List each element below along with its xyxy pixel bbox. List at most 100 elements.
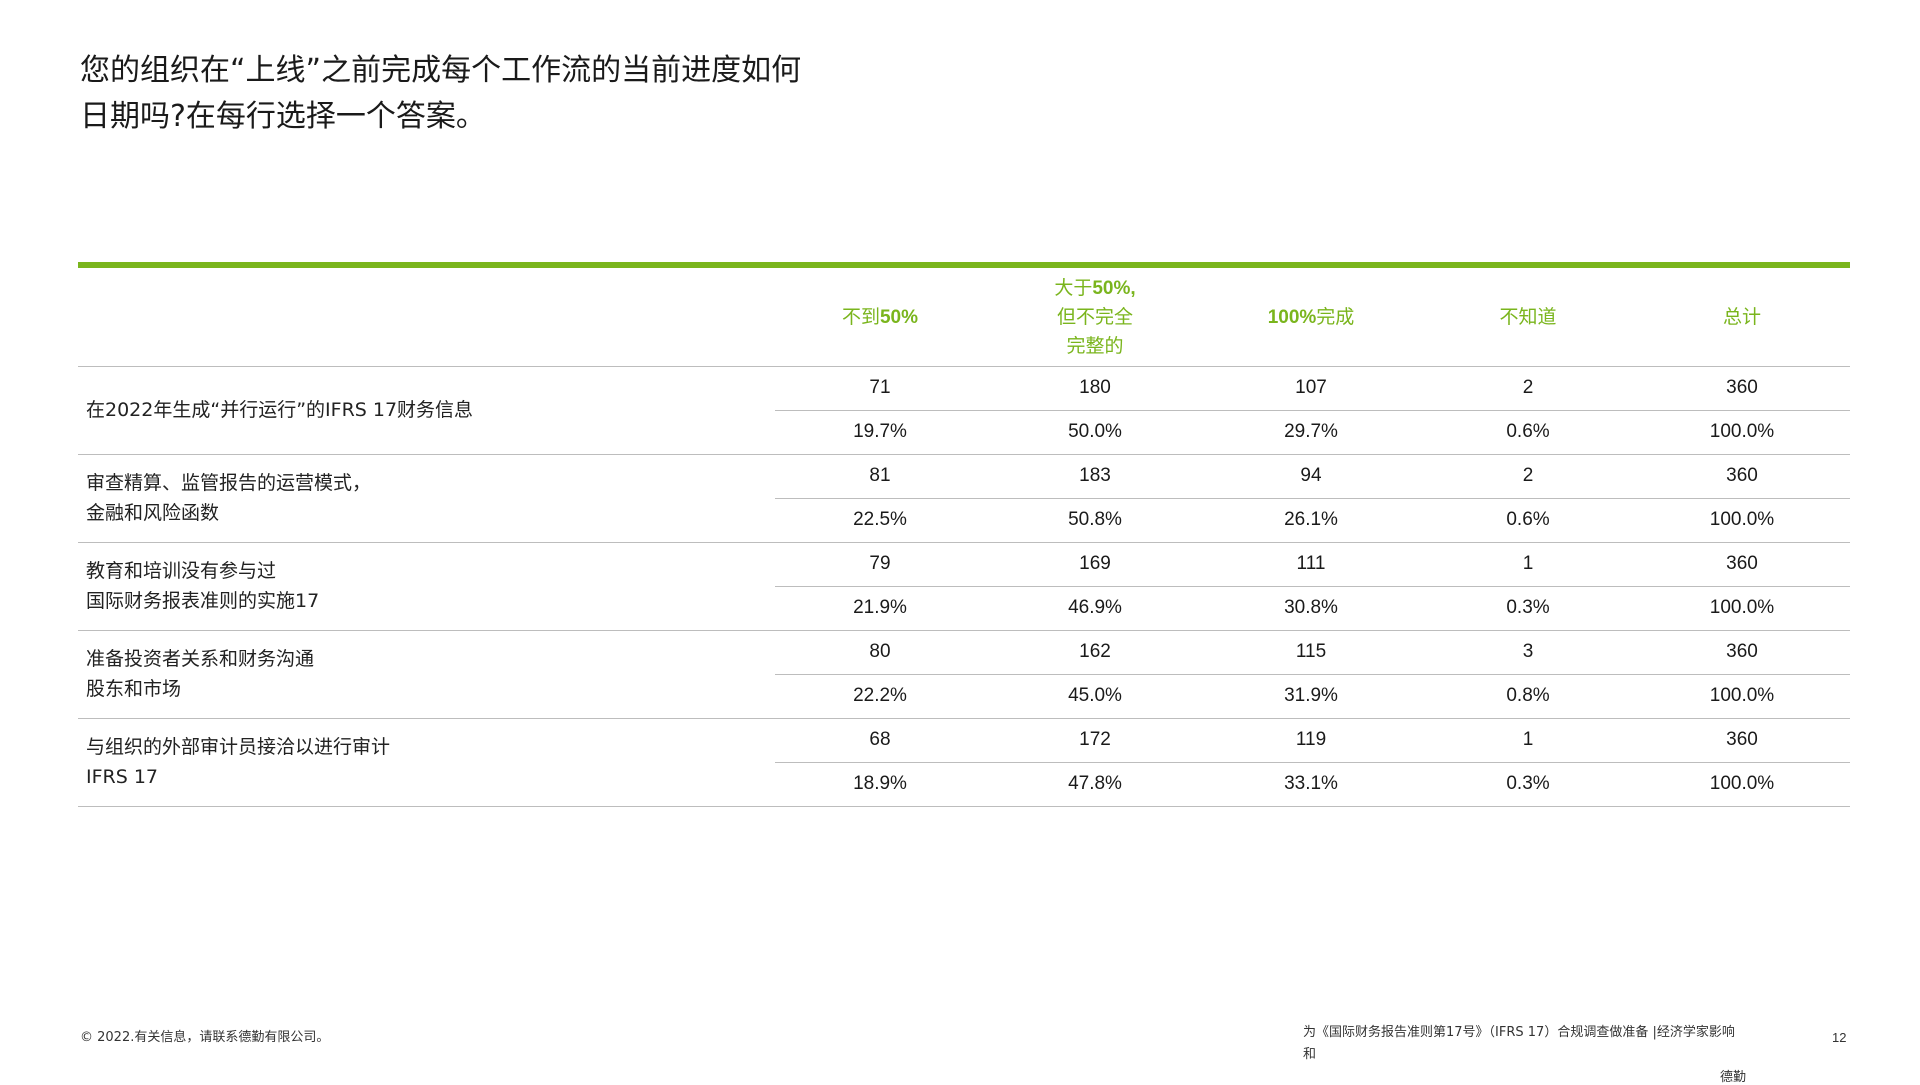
percent-cell: 26.1% [1284, 509, 1338, 530]
row-mid-rule [775, 674, 1850, 675]
percent-cell: 100.0% [1709, 509, 1775, 530]
count-cell: 183 [1079, 465, 1111, 486]
percent-cell: 29.7% [1284, 421, 1338, 442]
footer-brand: 德勤 [1720, 1070, 1747, 1085]
percent-cell: 22.5% [853, 509, 907, 530]
percent-cell: 33.1% [1284, 773, 1338, 794]
percent-cell: 31.9% [1284, 685, 1338, 706]
count-cell: 360 [1726, 377, 1758, 398]
percent-cell: 100.0% [1709, 597, 1775, 618]
count-cell: 169 [1079, 553, 1111, 574]
footer-report-title: 为《国际财务报告准则第17号》（IFRS 17）合规调查做准备 |经济学家影响 … [1303, 1022, 1803, 1066]
percent-cell: 22.2% [853, 685, 907, 706]
count-cell: 2 [1522, 465, 1534, 486]
row-label: 准备投资者关系和财务沟通 股东和市场 [86, 630, 766, 718]
count-cell: 172 [1079, 729, 1111, 750]
row-bottom-rule [78, 542, 1850, 543]
column-header: 100%完成 [1211, 268, 1411, 366]
row-mid-rule [775, 586, 1850, 587]
row-label-line: 准备投资者关系和财务沟通 [86, 648, 315, 670]
row-label: 教育和培训没有参与过国际财务报表准则的实施17 [86, 542, 766, 630]
column-header-part: 50% [879, 306, 919, 328]
count-cell: 180 [1079, 377, 1111, 398]
table-top-rule [78, 262, 1850, 268]
percent-cell: 100.0% [1709, 773, 1775, 794]
page-title: 您的组织在“上线”之前完成每个工作流的当前进度如何 日期吗?在每行选择一个答案。 [80, 48, 980, 140]
count-cell: 68 [869, 729, 891, 750]
footer-report-line-2: 和 [1303, 1047, 1317, 1062]
column-header-text: 不到50% [842, 303, 918, 332]
row-mid-rule [775, 410, 1850, 411]
column-header-text: 总计 [1723, 303, 1761, 332]
percent-cell: 50.0% [1068, 421, 1122, 442]
count-cell: 111 [1296, 553, 1326, 574]
count-cell: 81 [869, 465, 891, 486]
percent-cell: 19.7% [853, 421, 907, 442]
row-label: 审查精算、监管报告的运营模式， 金融和风险函数 [86, 454, 766, 542]
percent-cell: 0.8% [1506, 685, 1550, 706]
footer-copyright: © 2022.有关信息，请联系德勤有限公司。 [80, 1030, 330, 1045]
count-cell: 107 [1295, 377, 1327, 398]
percent-cell: 18.9% [853, 773, 907, 794]
percent-cell: 0.6% [1506, 509, 1550, 530]
column-header-part: 不到 [841, 305, 880, 328]
percent-cell: 21.9% [853, 597, 907, 618]
row-label-text: 与组织的外部审计员接洽以进行审计 IFRS 17 [86, 732, 390, 792]
column-header-part: 不知道 [1499, 305, 1557, 328]
column-header-text: 大于50%, 但不完全完整的 [1054, 274, 1135, 361]
percent-cell: 47.8% [1068, 773, 1122, 794]
title-line-2: 日期吗?在每行选择一个答案。 [80, 99, 486, 134]
percent-cell: 0.3% [1506, 773, 1550, 794]
column-header-part: 完整的 [1066, 334, 1124, 357]
row-bottom-rule [78, 806, 1850, 807]
column-header-part: 完成 [1316, 305, 1355, 328]
count-cell: 94 [1300, 465, 1322, 486]
row-label-line: 与组织的外部审计员接洽以进行审计 [86, 736, 391, 758]
row-label-line: 教育和培训没有参与过 [86, 560, 277, 582]
column-header-part: 总计 [1722, 305, 1761, 328]
count-cell: 360 [1726, 465, 1758, 486]
column-header-part: 100% [1267, 306, 1317, 328]
column-header: 大于50%, 但不完全完整的 [995, 268, 1195, 366]
column-header-part: 但不完全 [1056, 305, 1133, 328]
row-bottom-rule [78, 630, 1850, 631]
row-bottom-rule [78, 454, 1850, 455]
row-label-line: 国际财务报表准则的实施17 [86, 590, 320, 612]
row-label-line: 股东和市场 [86, 678, 182, 700]
column-header: 不知道 [1428, 268, 1628, 366]
row-label-line: 在2022年生成“并行运行”的IFRS 17财务信息 [86, 399, 474, 421]
row-label-text: 准备投资者关系和财务沟通 股东和市场 [86, 644, 314, 704]
row-label-text: 教育和培训没有参与过国际财务报表准则的实施17 [86, 556, 319, 616]
column-header: 总计 [1642, 268, 1842, 366]
percent-cell: 50.8% [1068, 509, 1122, 530]
percent-cell: 100.0% [1709, 421, 1775, 442]
row-label: 在2022年生成“并行运行”的IFRS 17财务信息 [86, 366, 766, 454]
count-cell: 1 [1522, 553, 1534, 574]
title-line-1: 您的组织在“上线”之前完成每个工作流的当前进度如何 [80, 53, 802, 88]
row-mid-rule [775, 762, 1850, 763]
row-label-line: 审查精算、监管报告的运营模式， [86, 472, 372, 494]
column-header: 不到50% [780, 268, 980, 366]
count-cell: 1 [1522, 729, 1534, 750]
row-label-text: 审查精算、监管报告的运营模式， 金融和风险函数 [86, 468, 371, 528]
count-cell: 360 [1726, 553, 1758, 574]
count-cell: 360 [1726, 729, 1758, 750]
row-label-line: 金融和风险函数 [86, 502, 220, 524]
percent-cell: 30.8% [1284, 597, 1338, 618]
row-bottom-rule [78, 718, 1850, 719]
percent-cell: 46.9% [1068, 597, 1122, 618]
column-header-part: 大于 [1054, 276, 1093, 299]
header-bottom-rule [78, 366, 1850, 367]
count-cell: 115 [1295, 641, 1327, 662]
row-label-text: 在2022年生成“并行运行”的IFRS 17财务信息 [86, 395, 473, 425]
column-header-text: 100%完成 [1268, 303, 1355, 332]
page-number: 12 [1832, 1030, 1847, 1045]
count-cell: 119 [1295, 729, 1327, 750]
footer-report-line-1: 为《国际财务报告准则第17号》（IFRS 17）合规调查做准备 |经济学家影响 [1303, 1025, 1735, 1040]
count-cell: 80 [869, 641, 891, 662]
column-header-part: 50%, [1092, 277, 1136, 299]
percent-cell: 0.3% [1506, 597, 1550, 618]
percent-cell: 45.0% [1068, 685, 1122, 706]
count-cell: 2 [1522, 377, 1534, 398]
count-cell: 3 [1522, 641, 1534, 662]
